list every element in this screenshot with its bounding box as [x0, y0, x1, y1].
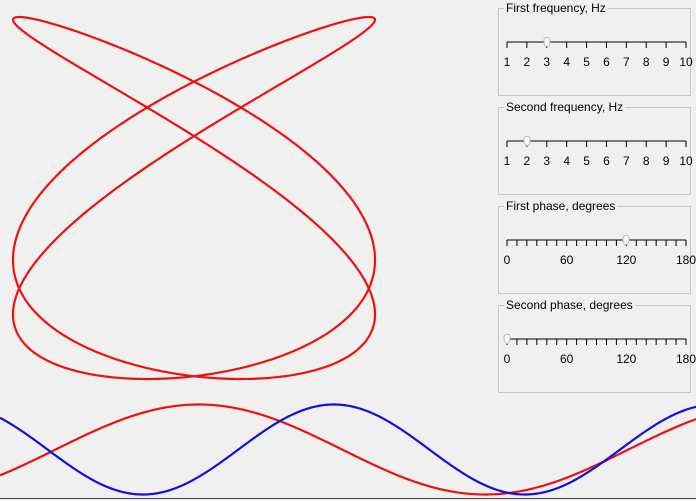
baseline-divider — [0, 498, 696, 499]
waveform-plot — [0, 403, 696, 496]
first-frequency-group: First frequency, Hz 1 2 3 4 5 6 7 8 9 10 — [498, 1, 693, 97]
slider-tick-label: 120 — [616, 352, 637, 366]
slider-tick-label: 6 — [603, 154, 610, 168]
slider-tick-label: 5 — [583, 154, 590, 168]
second-wave — [0, 403, 696, 496]
slider-tick-label: 4 — [563, 154, 570, 168]
first-frequency-slider-track[interactable] — [499, 9, 692, 97]
second-frequency-slider-track[interactable] — [499, 108, 692, 196]
slider-tick-label: 2 — [523, 55, 531, 69]
slider-tick-label: 0 — [503, 352, 511, 366]
slider-tick-label: 6 — [603, 55, 610, 69]
first-frequency-title: First frequency, Hz — [504, 1, 608, 15]
first-phase-title: First phase, degrees — [504, 199, 618, 213]
first-phase-slider-thumb[interactable] — [622, 235, 630, 245]
slider-tick-label: 10 — [679, 55, 693, 69]
slider-tick-label: 2 — [523, 154, 531, 168]
slider-tick-label: 10 — [679, 154, 693, 168]
slider-tick-label: 120 — [616, 253, 637, 267]
lissajous-curve — [11, 15, 377, 381]
slider-tick-label: 9 — [662, 154, 670, 168]
second-frequency-title: Second frequency, Hz — [504, 100, 626, 114]
second-phase-group: Second phase, degrees 0 60 120 180 — [498, 298, 696, 394]
slider-tick-label: 9 — [662, 55, 670, 69]
first-phase-slider-track[interactable] — [499, 207, 692, 295]
slider-tick-label: 180 — [675, 352, 696, 366]
first-phase-group: First phase, degrees 0 60 120 180 — [498, 199, 696, 295]
second-frequency-group: Second frequency, Hz 1 2 3 4 5 6 7 8 9 10 — [498, 100, 693, 196]
first-frequency-slider-thumb[interactable] — [543, 37, 551, 47]
second-phase-slider-thumb[interactable] — [503, 334, 511, 344]
lissajous-figure — [11, 15, 377, 381]
slider-tick-label: 1 — [503, 55, 511, 69]
second-phase-title: Second phase, degrees — [504, 298, 635, 312]
slider-tick-label: 1 — [503, 154, 511, 168]
first-wave — [0, 403, 696, 496]
slider-tick-label: 3 — [543, 55, 551, 69]
slider-tick-label: 8 — [642, 154, 650, 168]
slider-tick-label: 7 — [622, 55, 630, 69]
second-phase-slider-track[interactable] — [499, 306, 692, 394]
slider-tick-label: 0 — [503, 253, 511, 267]
slider-tick-label: 5 — [583, 55, 590, 69]
slider-tick-label: 8 — [642, 55, 650, 69]
second-frequency-slider-thumb[interactable] — [523, 136, 531, 146]
slider-tick-label: 4 — [563, 55, 570, 69]
slider-tick-label: 180 — [675, 253, 696, 267]
slider-tick-label: 7 — [622, 154, 630, 168]
slider-tick-label: 60 — [559, 352, 574, 366]
slider-tick-label: 3 — [543, 154, 551, 168]
slider-tick-label: 60 — [559, 253, 574, 267]
